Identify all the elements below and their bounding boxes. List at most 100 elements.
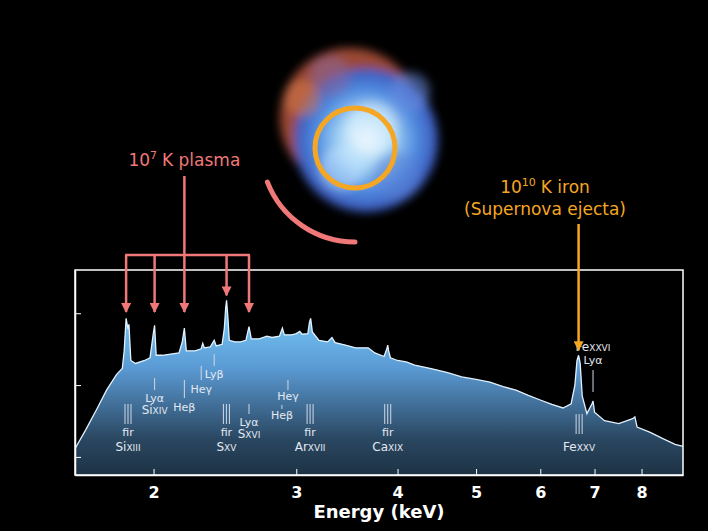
ion-label: CaXIX xyxy=(372,440,403,454)
x-tick-mark xyxy=(642,469,643,475)
ion-label: SXVI xyxy=(238,427,261,441)
x-tick-mark xyxy=(476,469,477,475)
plasma-stem xyxy=(183,176,186,255)
ion-element: S xyxy=(238,427,246,441)
remnant-blob xyxy=(310,56,350,96)
x-tick-label: 8 xyxy=(636,483,647,502)
label-text: K iron xyxy=(541,177,590,197)
line-marker xyxy=(214,354,215,366)
line-marker xyxy=(229,404,230,424)
transition-label: Heγ xyxy=(190,383,212,396)
line-marker xyxy=(313,404,314,424)
ion-element: S xyxy=(216,440,224,454)
label-base: 10 xyxy=(500,177,522,197)
x-tick: 3 xyxy=(291,469,302,502)
x-tick: 4 xyxy=(392,469,403,502)
plot-frame xyxy=(75,270,683,475)
y-tick-mark xyxy=(75,385,81,386)
line-labels: firSiXIIILyαSiXIVHeβHeγLyβfirSXVLyαSXVIH… xyxy=(115,340,610,454)
ejecta-label: 1010K iron xyxy=(500,176,590,197)
ion-element: Si xyxy=(142,403,153,417)
remnant-blob xyxy=(372,152,420,200)
line-marker xyxy=(307,404,308,424)
y-tick xyxy=(75,457,81,458)
ion-label: FeXXV xyxy=(563,440,596,454)
ion-stage: XIX xyxy=(388,443,403,453)
x-axis-line xyxy=(76,475,684,477)
x-tick: 7 xyxy=(589,469,600,502)
ion-stage: XVI xyxy=(245,430,260,440)
x-axis: 2 3 4 5 6 7 8 xyxy=(76,469,684,502)
line-marker xyxy=(582,414,583,434)
ion-stage: XIII xyxy=(126,443,140,453)
x-tick-mark xyxy=(595,469,596,475)
x-tick: 5 xyxy=(471,469,482,502)
line-marker xyxy=(249,404,250,414)
line-marker xyxy=(226,404,227,424)
ion-label: FeXXVI xyxy=(576,340,611,354)
ion-element: Fe xyxy=(563,440,577,454)
transition-label: fir xyxy=(122,426,134,439)
x-tick-mark xyxy=(154,469,155,475)
x-tick-label: 7 xyxy=(589,483,600,502)
line-marker xyxy=(390,404,391,424)
transition-label: fir xyxy=(221,426,233,439)
y-tick xyxy=(75,313,81,314)
line-marker xyxy=(384,404,385,424)
ejecta-arrow xyxy=(577,224,580,350)
transition-label: Lyα xyxy=(584,354,603,367)
transition-label: Heβ xyxy=(173,401,195,414)
ion-stage: XIV xyxy=(153,406,169,416)
line-marker xyxy=(593,370,594,392)
y-axis xyxy=(75,271,81,476)
line-marker xyxy=(125,404,126,424)
plasma-arrow xyxy=(248,255,251,312)
line-marker xyxy=(223,404,224,424)
x-tick-label: 3 xyxy=(291,483,302,502)
line-marker xyxy=(154,378,155,390)
transition-label: Heγ xyxy=(277,390,299,403)
ion-stage: XXVI xyxy=(589,343,610,353)
ejecta-ring xyxy=(315,108,395,188)
line-marker xyxy=(576,414,577,434)
ion-stage: XVII xyxy=(308,443,326,453)
label-exponent: 7 xyxy=(150,149,157,162)
ion-label: SXV xyxy=(216,440,237,454)
spectrum-area xyxy=(75,300,683,475)
spectrum-line xyxy=(75,300,683,448)
line-marker xyxy=(287,380,288,390)
transition-label: Heβ xyxy=(271,409,293,422)
ion-label: SiXIII xyxy=(115,440,140,454)
plasma-arc xyxy=(267,182,355,242)
transition-label: fir xyxy=(304,426,316,439)
y-tick xyxy=(75,385,81,386)
x-tick-label: 2 xyxy=(148,483,159,502)
line-marker xyxy=(131,404,132,424)
x-tick-label: 6 xyxy=(535,483,546,502)
background xyxy=(0,0,708,531)
ion-stage: XXV xyxy=(577,443,596,453)
remnant-blob xyxy=(390,72,430,112)
line-marker xyxy=(579,414,580,434)
ion-element: Si xyxy=(115,440,126,454)
ion-element: Ca xyxy=(372,440,388,454)
plasma-bar xyxy=(125,254,250,257)
line-marker xyxy=(310,404,311,424)
x-tick-mark xyxy=(398,469,399,475)
remnant-image xyxy=(280,48,438,212)
label-base: 10 xyxy=(128,150,150,170)
line-marker xyxy=(184,380,185,398)
transition-label: Lyβ xyxy=(205,368,224,381)
plasma-arrow xyxy=(183,255,186,312)
y-tick-mark xyxy=(75,457,81,458)
x-tick: 6 xyxy=(535,469,546,502)
y-axis-line xyxy=(75,271,77,476)
x-tick-label: 5 xyxy=(471,483,482,502)
ion-label: ArXVII xyxy=(295,440,326,454)
line-marker xyxy=(201,366,202,380)
ion-stage: XV xyxy=(224,443,237,453)
line-marker xyxy=(387,404,388,424)
plasma-arrow xyxy=(153,255,156,312)
plasma-arrow xyxy=(125,255,128,312)
plasma-arrow xyxy=(225,255,228,295)
